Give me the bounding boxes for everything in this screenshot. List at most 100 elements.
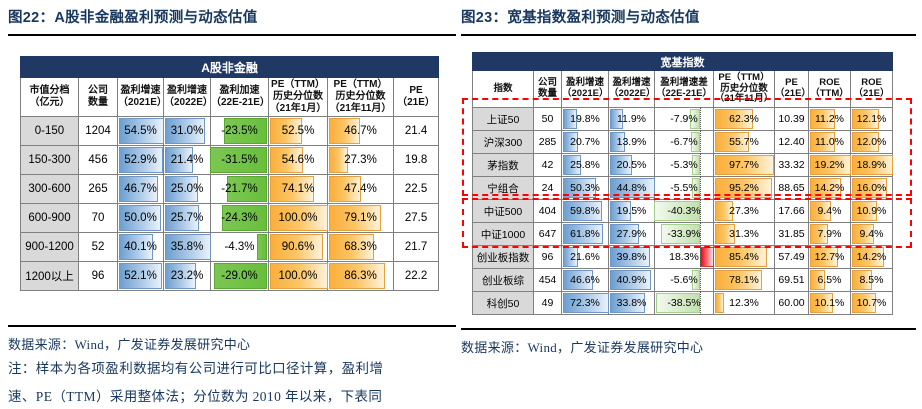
table-cell: 40.1% — [117, 232, 164, 262]
data-bar — [257, 234, 267, 260]
table-cell: 79.1% — [327, 203, 394, 233]
data-bar — [165, 176, 198, 202]
cell-value: 78.1% — [729, 274, 759, 286]
table-cell: 24 — [533, 176, 562, 200]
cell-value: 19.2% — [814, 159, 845, 171]
cell-value: 404 — [538, 205, 557, 217]
cell-value: -5.5% — [670, 182, 698, 194]
cell-value: 647 — [538, 228, 557, 240]
table-cell: 17.66 — [774, 199, 809, 223]
row-label: 600-900 — [20, 203, 79, 233]
table-cell: 96 — [533, 245, 562, 269]
table-row: 150-300 456 52.9% 21.4% -31.5% 54.6% 27.3% 19.8 — [20, 145, 440, 175]
cell-value: 600-900 — [28, 212, 71, 224]
cell-value: 150-300 — [28, 154, 71, 166]
broad-index-table: 宽基指数 指数 公司 数量 盈利增速 （2021E） 盈利增速 （2022E） 盈利增速… — [472, 52, 894, 316]
table-cell: 40.9% — [608, 268, 655, 292]
table-cell: 46.7% — [117, 174, 164, 204]
table-row: 沪深300 285 20.7% 13.9% -6.7% 55.7% 12.40 11.0% 12… — [472, 130, 893, 155]
cell-value: 35.8% — [170, 241, 204, 253]
data-bar — [226, 176, 267, 202]
table-cell: 12.1% — [850, 107, 893, 131]
cell-value: 13.9% — [616, 136, 647, 148]
cell-value: 21.4 — [404, 125, 428, 137]
data-bar — [223, 118, 267, 144]
table-cell: 95.2% — [713, 176, 775, 200]
row-label: 0-150 — [20, 116, 79, 146]
cell-value: 97.7% — [729, 159, 759, 171]
cell-value: 46.7% — [124, 183, 157, 195]
cell-value: 14.2% — [814, 182, 845, 194]
cell-value: 10.39 — [778, 113, 805, 125]
cell-value: 90.6% — [281, 241, 315, 253]
cell-value: 7.9% — [817, 228, 842, 240]
cell-value: 10.7% — [856, 297, 887, 309]
table-banner: 宽基指数 — [472, 52, 893, 71]
row-label: 创业板综 — [472, 268, 534, 292]
cell-value: 20.5% — [616, 159, 647, 171]
table-cell: 100.0% — [268, 261, 329, 291]
row-label: 宁组合 — [472, 176, 534, 200]
data-bar — [852, 293, 877, 313]
table-cell: 68.3% — [327, 232, 394, 262]
data-bar — [852, 155, 894, 175]
cell-value: 27.5 — [404, 212, 428, 224]
data-bar — [610, 293, 645, 313]
column-header: 盈利增速 （2021E） — [117, 77, 167, 117]
data-bar — [329, 176, 361, 202]
row-label: 300-600 — [20, 174, 79, 204]
cell-value: 900-1200 — [25, 241, 74, 253]
cell-value: 8.5% — [859, 274, 884, 286]
table-cell: 52.1% — [117, 261, 164, 291]
table-cell: 18.9% — [850, 153, 894, 177]
table-cell: 8.5% — [850, 268, 893, 292]
data-bar — [165, 118, 206, 144]
data-bar — [563, 270, 594, 290]
table-cell: 7.9% — [808, 222, 851, 246]
data-bar — [810, 270, 826, 290]
cell-value: 60.00 — [778, 297, 805, 309]
cell-value: 创业板综 — [482, 274, 524, 287]
data-bar — [563, 201, 602, 221]
table-cell: -5.3% — [654, 153, 714, 178]
table-cell: 47.4% — [327, 174, 394, 204]
data-bar — [852, 132, 879, 152]
table-cell: 52.9% — [117, 145, 164, 175]
table-row: 创业板指数 96 21.6% 39.8% 18.3% 85.4% 57.49 12.7% 14.… — [472, 245, 893, 270]
table-cell: 50.3% — [561, 176, 609, 200]
cell-value: 0-150 — [34, 125, 65, 137]
table-cell: 19.5% — [608, 199, 655, 223]
table-cell: 60.00 — [774, 291, 809, 315]
table-cell: 285 — [533, 130, 562, 154]
cell-value: 46.6% — [570, 274, 600, 286]
figure-23-panel: 图23：宽基指数盈利预测与动态估值 宽基指数 指数 公司 数量 盈利增速 （2021… — [461, 6, 916, 356]
table-cell: 27.3% — [327, 145, 394, 175]
cell-value: 57.49 — [778, 251, 805, 263]
data-bar — [563, 109, 578, 129]
table-cell: 10.1% — [808, 291, 851, 315]
column-header: 盈利加速 （22E-21E） — [210, 77, 270, 117]
cell-value: 31.85 — [778, 228, 805, 240]
table-cell: 33.32 — [774, 153, 809, 177]
data-bar — [329, 118, 361, 144]
data-bar — [119, 263, 163, 289]
table-cell: 85.4% — [713, 245, 775, 269]
table-cell: 21.7 — [392, 232, 440, 262]
column-header: 盈利增速 （2022E） — [608, 70, 655, 108]
cell-value: 12.1% — [856, 113, 887, 125]
table-cell: 42 — [533, 153, 562, 177]
cell-value: 52.9% — [124, 154, 157, 166]
cell-value: 300-600 — [28, 183, 71, 195]
column-header: PE （21E） — [392, 77, 440, 117]
table-row: 1200以上 96 52.1% 23.2% -29.0% 100.0% 86.3% 22.2 — [20, 261, 440, 291]
cell-value: 22.2 — [404, 270, 428, 282]
cell-value: 6.5% — [817, 274, 842, 286]
cell-value: 46.7% — [344, 125, 377, 137]
cell-value: 17.66 — [778, 205, 805, 217]
cell-value: -31.5% — [221, 154, 258, 166]
data-bar — [810, 178, 842, 198]
cell-value: 18.9% — [856, 159, 887, 171]
row-label: 150-300 — [20, 145, 79, 175]
a-share-nonfinancial-table: A股非金融 市值分档 （亿元） 公司 数量 盈利增速 （2021E） 盈利增速 （20… — [19, 56, 440, 291]
row-label: 1200以上 — [20, 261, 79, 291]
